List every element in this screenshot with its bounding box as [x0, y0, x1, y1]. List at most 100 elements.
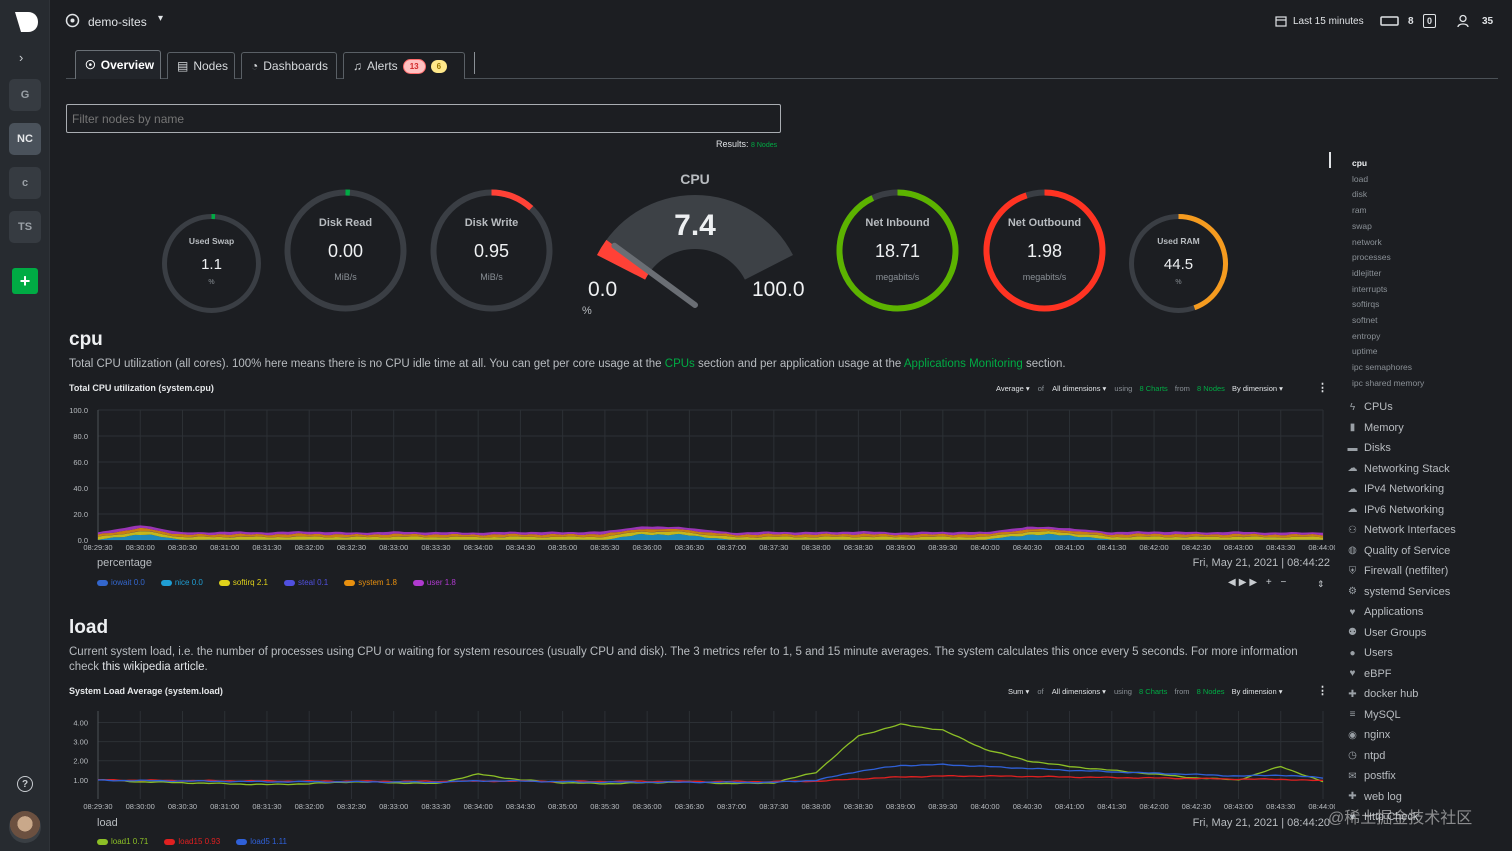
load-dimensions-select[interactable]: All dimensions [1051, 687, 1101, 696]
nav-group-users[interactable]: ● Users [1347, 647, 1392, 659]
nav-group-memory[interactable]: ▮ Memory [1347, 422, 1404, 434]
cpu-chart-title: Total CPU utilization (system.cpu) [69, 383, 214, 393]
nodes-icon[interactable] [1380, 15, 1399, 27]
alerts-count-badge[interactable]: 0 [1423, 14, 1437, 28]
calendar-icon[interactable] [1275, 15, 1287, 27]
cpu-aggregation-select[interactable]: Average [996, 384, 1024, 393]
nav-group-networking-stack[interactable]: ☁ Networking Stack [1347, 463, 1450, 475]
nav-sub-disk[interactable]: disk [1352, 189, 1368, 200]
nav-sub-softnet[interactable]: softnet [1352, 315, 1378, 325]
x-tick-label: 08:39:00 [886, 802, 915, 811]
nav-group-cpus[interactable]: ϟ CPUs [1347, 401, 1393, 413]
cpu-nodes-link[interactable]: 8 Nodes [1196, 384, 1225, 393]
x-tick-label: 08:33:30 [421, 543, 450, 552]
cpu-chart-nav-buttons[interactable]: ◀▶▶ + − [1228, 577, 1290, 588]
overview-icon: ☉ [85, 58, 96, 72]
legend-item-nice[interactable]: nice 0.0 [160, 578, 203, 587]
nav-group-mysql[interactable]: ≡ MySQL [1347, 709, 1401, 721]
x-tick-label: 08:40:30 [1013, 543, 1042, 552]
nav-group-applications[interactable]: ♥ Applications [1347, 606, 1424, 618]
x-tick-label: 08:37:00 [717, 543, 746, 552]
load-chart-menu-icon[interactable]: ⋮ [1317, 685, 1328, 697]
nav-group-user-groups[interactable]: ⚉ User Groups [1347, 627, 1426, 639]
cpu-group-by-select[interactable]: By dimension [1232, 384, 1278, 393]
nav-group-quality-of-service[interactable]: ◍ Quality of Service [1347, 545, 1450, 557]
nav-group-label: IPv6 Networking [1364, 503, 1445, 516]
nav-group-ntpd[interactable]: ◷ ntpd [1347, 750, 1385, 762]
tab-dashboards[interactable]: ◔ Dashboards [241, 52, 337, 79]
tab-alerts[interactable]: ♫ Alerts 13 6 [343, 52, 465, 79]
space-c-button[interactable]: c [9, 167, 41, 199]
load-nodes-link[interactable]: 8 Nodes [1196, 687, 1225, 696]
nav-group-network-interfaces[interactable]: ⚇ Network Interfaces [1347, 524, 1456, 536]
nav-sub-load[interactable]: load [1352, 173, 1369, 184]
nav-sub-interrupts[interactable]: interrupts [1352, 283, 1388, 294]
load-charts-link[interactable]: 8 Charts [1139, 687, 1168, 696]
nav-sub-idlejitter[interactable]: idlejitter [1352, 267, 1382, 278]
cpu-chart-menu-icon[interactable]: ⋮ [1317, 382, 1328, 394]
space-settings-icon[interactable] [65, 13, 80, 28]
legend-item-system[interactable]: system 1.8 [344, 578, 397, 587]
nav-sub-ipc-semaphores[interactable]: ipc semaphores [1352, 362, 1413, 373]
nav-group-ipv6-networking[interactable]: ☁ IPv6 Networking [1347, 503, 1445, 516]
load-section-description: Current system load, i.e. the number of … [69, 645, 1319, 675]
nav-sub-uptime[interactable]: uptime [1352, 346, 1378, 357]
tab-overview[interactable]: ☉ Overview [75, 50, 161, 79]
cpu-chart-controls: Average ▾ of All dimensions ▾ using 8 Ch… [996, 384, 1283, 393]
wikipedia-link[interactable]: this wikipedia article [102, 661, 205, 673]
tab-nodes[interactable]: ▤ Nodes [167, 52, 235, 79]
x-tick-label: 08:41:00 [1055, 802, 1084, 811]
nav-group-firewall-netfilter-[interactable]: ⛨ Firewall (netfilter) [1347, 565, 1449, 577]
x-tick-label: 08:38:00 [802, 802, 831, 811]
legend-item-load5[interactable]: load5 1.11 [236, 837, 287, 846]
legend-item-load15[interactable]: load15 0.93 [164, 837, 220, 846]
cpu-charts-link[interactable]: 8 Charts [1139, 384, 1168, 393]
load-aggregation-select[interactable]: Sum [1008, 687, 1024, 696]
nav-sub-ipc-shared-memory[interactable]: ipc shared memory [1352, 377, 1425, 388]
legend-item-user[interactable]: user 1.8 [412, 578, 456, 587]
x-tick-label: 08:43:30 [1266, 543, 1295, 552]
filter-nodes-input[interactable] [66, 104, 781, 133]
space-dropdown-chevron-icon[interactable]: ▾ [158, 13, 164, 24]
nav-sub-ram[interactable]: ram [1352, 205, 1367, 216]
user-avatar[interactable] [9, 811, 41, 843]
nav-sub-cpu[interactable]: cpu [1352, 158, 1368, 168]
nav-group-http-check[interactable]: ♥ Http Check [1347, 811, 1419, 823]
legend-item-softirq[interactable]: softirq 2.1 [218, 578, 268, 587]
nav-group-label: eBPF [1364, 667, 1392, 680]
nav-sub-entropy[interactable]: entropy [1352, 330, 1381, 341]
nav-sub-softirqs[interactable]: softirqs [1352, 299, 1380, 310]
time-range-label[interactable]: Last 15 minutes [1293, 16, 1364, 27]
space-name[interactable]: demo-sites [88, 15, 147, 29]
load-group-by-select[interactable]: By dimension [1231, 687, 1277, 696]
nav-group-postfix[interactable]: ✉ postfix [1347, 770, 1396, 782]
nav-group-ipv4-networking[interactable]: ☁ IPv4 Networking [1347, 483, 1445, 495]
space-nc-button[interactable]: NC [9, 123, 41, 155]
nav-sub-swap[interactable]: swap [1352, 220, 1372, 231]
users-icon[interactable] [1457, 14, 1471, 28]
legend-item-steal[interactable]: steal 0.1 [283, 578, 328, 587]
cpu-chart-svg[interactable]: 100.0 80.0 60.0 40.0 20.0 0.008:29:30 08:30:00… [60, 400, 1335, 558]
help-icon[interactable]: ? [17, 776, 33, 792]
space-ts-button[interactable]: TS [9, 211, 41, 243]
load-chart-svg[interactable]: 4.00 3.00 2.00 1.00 08:29:30 08:30:00 08:30:30… [60, 703, 1335, 818]
nav-group-disks[interactable]: ▬ Disks [1347, 442, 1391, 454]
cpus-link[interactable]: CPUs [664, 358, 695, 370]
legend-item-iowait[interactable]: iowait 0.0 [97, 578, 145, 587]
nav-group-nginx[interactable]: ◉ nginx [1347, 729, 1390, 741]
cpu-chart-resize-icon[interactable]: ⇕ [1317, 579, 1325, 589]
expand-rail-icon[interactable]: › [19, 50, 24, 65]
nav-sub-processes[interactable]: processes [1352, 252, 1391, 263]
nav-group-docker-hub[interactable]: ✚ docker hub [1347, 688, 1418, 700]
add-space-button[interactable]: + [12, 268, 38, 294]
nav-group-ebpf[interactable]: ♥ eBPF [1347, 668, 1392, 680]
nav-group-systemd-services[interactable]: ⚙ systemd Services [1347, 586, 1450, 598]
space-g-button[interactable]: G [9, 79, 41, 111]
netdata-logo-icon[interactable] [13, 11, 39, 33]
nav-group-web-log[interactable]: ✚ web log [1347, 791, 1402, 803]
legend-item-load1[interactable]: load1 0.71 [97, 837, 148, 846]
applications-monitoring-link[interactable]: Applications Monitoring [903, 358, 1023, 370]
nav-sub-network[interactable]: network [1352, 236, 1382, 247]
x-tick-label: 08:32:30 [337, 543, 366, 552]
cpu-dimensions-select[interactable]: All dimensions [1052, 384, 1101, 393]
